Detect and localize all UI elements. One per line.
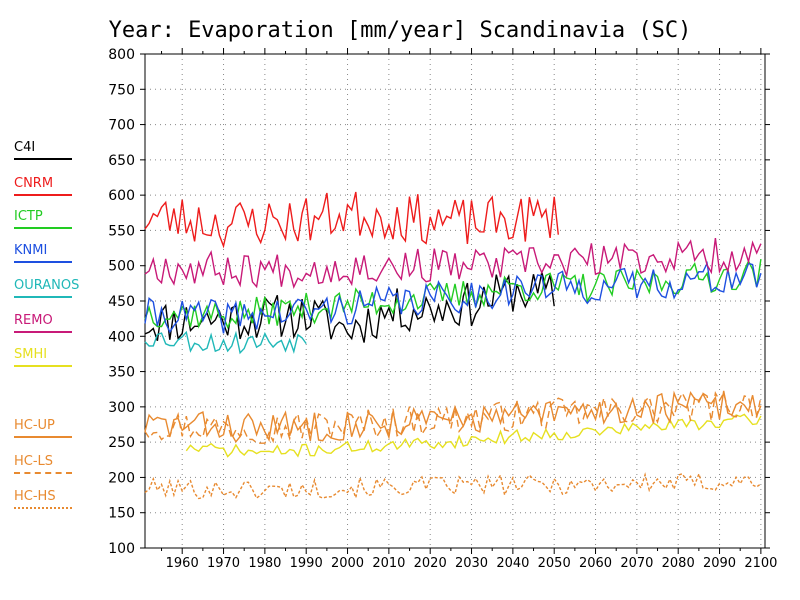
y-tick-label: 250 xyxy=(108,435,135,451)
legend-label-hc-up: HC-UP xyxy=(14,418,55,433)
x-tick-label: 1980 xyxy=(248,556,281,571)
y-tick-label: 350 xyxy=(108,365,135,381)
series-line-hc-up xyxy=(144,390,762,444)
series-line-smhi xyxy=(185,413,762,458)
y-tick-label: 500 xyxy=(108,259,135,275)
legend-swatch-smhi xyxy=(14,365,72,367)
legend-label-hc-hs: HC-HS xyxy=(14,489,56,504)
legend-label-ictp: ICTP xyxy=(14,209,43,224)
x-tick-label: 1990 xyxy=(290,556,323,571)
series-line-cnrm xyxy=(144,191,559,249)
x-tick-label: 2080 xyxy=(662,556,695,571)
x-tick-label: 2070 xyxy=(620,556,653,571)
chart-legend: C4I CNRM ICTP KNMI OURANOS REMO SMHI HC-UP HC-LS… xyxy=(0,0,140,600)
y-tick-label: 100 xyxy=(108,541,135,557)
y-tick-label: 300 xyxy=(108,400,135,416)
legend-label-knmi: KNMI xyxy=(14,243,48,258)
series-line-remo xyxy=(144,238,762,289)
y-tick-label: 550 xyxy=(108,223,135,239)
y-tick-label: 150 xyxy=(108,506,135,522)
legend-swatch-ictp xyxy=(14,227,72,229)
legend-swatch-ouranos xyxy=(14,296,72,298)
y-tick-label: 750 xyxy=(108,82,135,98)
legend-swatch-hc-hs xyxy=(14,507,72,509)
legend-label-cnrm: CNRM xyxy=(14,176,54,191)
legend-swatch-knmi xyxy=(14,261,72,263)
y-tick-label: 200 xyxy=(108,470,135,486)
legend-swatch-hc-up xyxy=(14,436,72,438)
y-tick-label: 800 xyxy=(108,47,135,63)
x-tick-label: 2100 xyxy=(744,556,777,571)
y-tick-label: 450 xyxy=(108,294,135,310)
x-tick-label: 2000 xyxy=(331,556,364,571)
x-tick-label: 2050 xyxy=(538,556,571,571)
legend-label-ouranos: OURANOS xyxy=(14,278,80,293)
legend-swatch-c4i xyxy=(14,158,72,160)
legend-swatch-hc-ls xyxy=(14,472,72,474)
x-tick-label: 2060 xyxy=(579,556,612,571)
y-tick-label: 400 xyxy=(108,329,135,345)
legend-swatch-remo xyxy=(14,331,72,333)
x-tick-label: 2030 xyxy=(455,556,488,571)
series-line-knmi xyxy=(144,260,762,334)
x-tick-label: 2010 xyxy=(372,556,405,571)
series-line-ictp xyxy=(144,258,762,330)
x-tick-label: 2090 xyxy=(703,556,736,571)
x-tick-label: 1960 xyxy=(166,556,199,571)
series-line-ouranos xyxy=(144,330,307,355)
series-line-hc-ls xyxy=(144,390,762,444)
x-tick-label: 1970 xyxy=(207,556,240,571)
x-tick-label: 2020 xyxy=(414,556,447,571)
legend-label-c4i: C4I xyxy=(14,140,36,155)
chart-title: Year: Evaporation [mm/year] Scandinavia … xyxy=(108,18,692,43)
x-tick-label: 2040 xyxy=(496,556,529,571)
series-line-hc-hs xyxy=(144,471,762,501)
y-tick-label: 650 xyxy=(108,153,135,169)
legend-label-smhi: SMHI xyxy=(14,347,48,362)
legend-label-hc-ls: HC-LS xyxy=(14,454,54,469)
y-tick-label: 700 xyxy=(108,118,135,134)
y-tick-label: 600 xyxy=(108,188,135,204)
legend-label-remo: REMO xyxy=(14,313,53,328)
legend-swatch-cnrm xyxy=(14,194,72,196)
